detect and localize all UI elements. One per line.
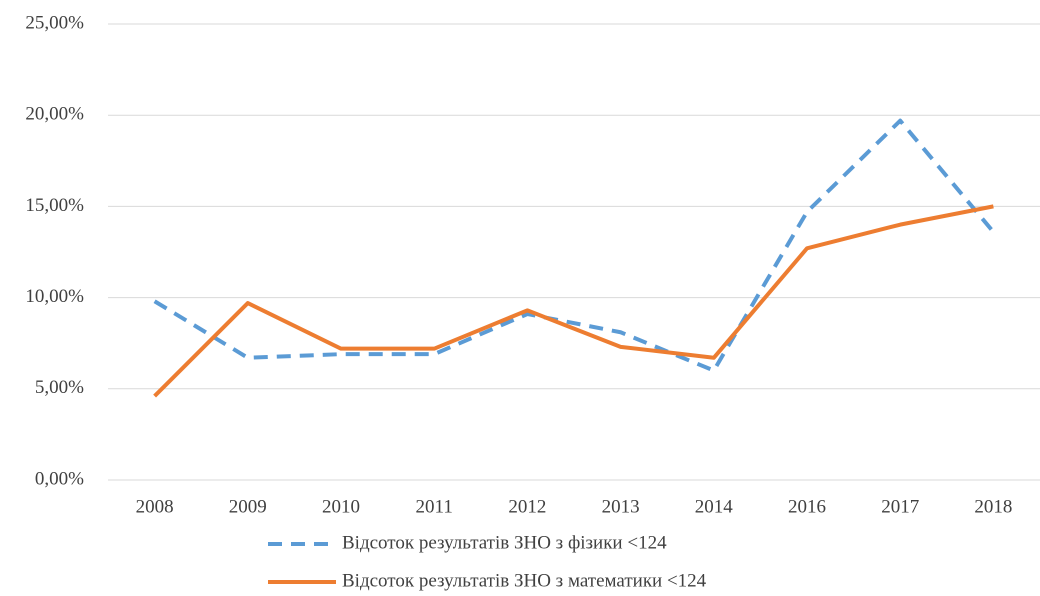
x-tick-label: 2009	[229, 496, 267, 517]
legend-label: Відсоток результатів ЗНО з математики <1…	[342, 570, 707, 591]
x-tick-label: 2010	[322, 496, 360, 517]
y-tick-label: 15,00%	[25, 195, 84, 216]
y-tick-label: 0,00%	[35, 468, 84, 489]
x-tick-label: 2018	[974, 496, 1012, 517]
x-tick-label: 2012	[508, 496, 546, 517]
y-tick-label: 20,00%	[25, 104, 84, 125]
legend-label: Відсоток результатів ЗНО з фізики <124	[342, 532, 667, 553]
x-tick-label: 2011	[416, 496, 453, 517]
x-tick-label: 2014	[695, 496, 734, 517]
y-tick-label: 10,00%	[25, 286, 84, 307]
series-line	[153, 118, 995, 373]
y-tick-label: 5,00%	[35, 377, 84, 398]
x-tick-label: 2017	[881, 496, 919, 517]
series-line	[153, 204, 994, 398]
y-tick-label: 25,00%	[25, 12, 84, 33]
x-tick-label: 2016	[788, 496, 826, 517]
x-tick-label: 2013	[602, 496, 640, 517]
x-tick-label: 2008	[136, 496, 174, 517]
